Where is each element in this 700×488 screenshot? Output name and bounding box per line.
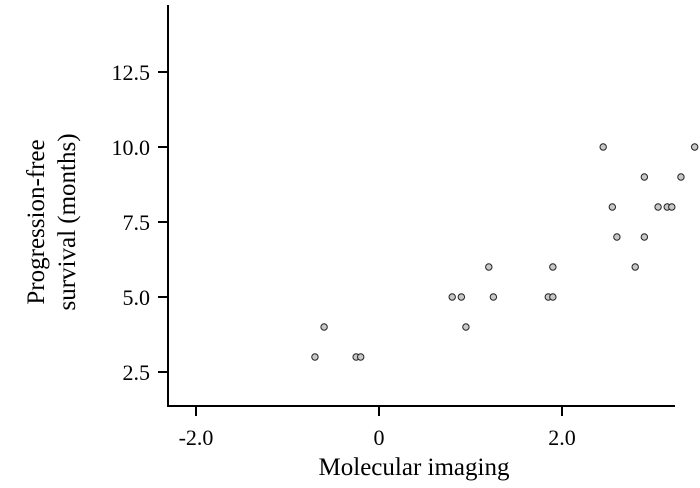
data-point [613, 233, 621, 241]
data-point [320, 323, 328, 331]
x-ticks: -2.002.04.06.08.0 [179, 406, 576, 450]
y-tick-label: 2.5 [123, 360, 151, 385]
data-point [677, 173, 685, 181]
data-point [608, 203, 617, 211]
data-point [640, 173, 649, 181]
y-ticks: 2.5 5.0 7.5 10.0 12.5 [112, 60, 168, 385]
y-tick-label: 12.5 [112, 60, 151, 85]
axes [167, 5, 675, 407]
x-tick-label: 2.0 [548, 425, 576, 450]
y-tick-label: 7.5 [123, 210, 151, 235]
y-tick-label: 10.0 [112, 135, 151, 160]
y-axis-title: Progression-free survival (months) [23, 133, 81, 310]
data-point [668, 203, 676, 211]
data-point [549, 263, 557, 271]
data-point [599, 143, 607, 151]
data-point [448, 293, 456, 301]
x-axis-title: Molecular imaging [319, 454, 510, 481]
data-point [485, 263, 493, 271]
data-point [690, 143, 699, 151]
y-axis-title-line-2: survival (months) [54, 133, 81, 310]
data-point [549, 293, 557, 301]
y-axis-title-line-1: Progression-free [23, 139, 50, 304]
data-point [457, 293, 466, 301]
x-tick-label: -2.0 [179, 425, 214, 450]
data-point [640, 233, 649, 241]
data-points [311, 143, 699, 361]
data-point [631, 263, 639, 271]
data-point [462, 323, 470, 331]
data-point [654, 203, 662, 211]
data-point [311, 353, 319, 361]
x-tick-label: 0 [374, 425, 385, 450]
data-point [489, 293, 498, 301]
y-tick-label: 5.0 [123, 285, 151, 310]
data-point [357, 353, 365, 361]
